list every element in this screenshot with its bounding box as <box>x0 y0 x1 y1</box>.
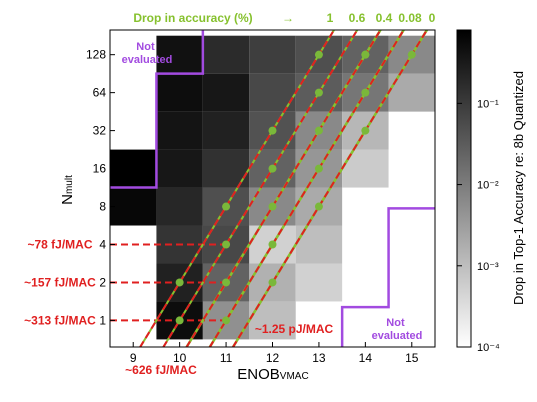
colorbar-tick-label: 10⁻⁴ <box>477 342 500 354</box>
iso-accuracy-point <box>314 50 323 59</box>
y-tick-label: 128 <box>86 48 106 62</box>
energy-label-626: ~626 fJ/MAC <box>125 363 197 377</box>
y-tick-label: 64 <box>93 86 107 100</box>
y-axis-label: Nmult <box>59 175 76 205</box>
x-axis-label: ENOBVMAC <box>237 366 308 383</box>
energy-label: ~157 fJ/MAC <box>24 275 96 289</box>
iso-accuracy-point <box>361 88 370 97</box>
heatmap-cell <box>110 149 157 188</box>
x-axis-ticks: 9 10 11 12 13 14 15 <box>130 342 419 365</box>
y-tick-label: 16 <box>93 162 107 176</box>
iso-accuracy-point <box>222 278 231 287</box>
accuracy-header-value: 0.4 <box>376 11 393 25</box>
iso-accuracy-point <box>222 240 231 249</box>
accuracy-header-arrow: → <box>282 11 294 25</box>
energy-label-1.25: ~1.25 pJ/MAC <box>255 322 334 336</box>
iso-accuracy-point <box>314 126 323 135</box>
x-tick-label: 14 <box>359 351 373 365</box>
heatmap-cell <box>249 35 296 74</box>
iso-accuracy-point <box>314 88 323 97</box>
iso-accuracy-point <box>268 126 277 135</box>
colorbar-tick-label: 10⁻² <box>477 180 499 192</box>
accuracy-header-value: 0.6 <box>349 11 366 25</box>
iso-accuracy-point <box>268 278 277 287</box>
iso-accuracy-point <box>222 202 231 211</box>
accuracy-header-title: Drop in accuracy (%) <box>133 11 252 25</box>
x-tick-label: 9 <box>130 351 137 365</box>
not-evaluated-top-border <box>110 30 205 189</box>
iso-accuracy-point <box>407 50 416 59</box>
iso-accuracy-point <box>175 316 184 325</box>
x-tick-label: 13 <box>312 351 326 365</box>
not-evaluated-bottom-label: Not evaluated <box>372 317 423 342</box>
colorbar-gradient <box>456 29 472 348</box>
not-evaluated-top-label: Not evaluated <box>122 41 173 66</box>
y-tick-label: 1 <box>99 313 106 327</box>
heatmap-cell <box>156 187 203 226</box>
iso-accuracy-point <box>222 316 231 325</box>
x-tick-label: 15 <box>405 351 419 365</box>
iso-accuracy-point <box>268 202 277 211</box>
energy-lines <box>110 243 227 322</box>
y-tick-label: 2 <box>99 275 106 289</box>
heatmap-cell <box>156 73 203 112</box>
heatmap-cell <box>156 111 203 150</box>
colorbar-tick-label: 10⁻³ <box>477 261 499 273</box>
y-tick-label: 8 <box>99 200 106 214</box>
accuracy-header-value: 0 <box>429 11 436 25</box>
colorbar-tick-label: 10⁻¹ <box>477 98 499 110</box>
iso-accuracy-point <box>314 164 323 173</box>
heatmap-cell <box>156 35 203 74</box>
accuracy-header-value: 1 <box>327 11 334 25</box>
iso-accuracy-point <box>361 126 370 135</box>
iso-accuracy-point <box>268 164 277 173</box>
colorbar: 10⁻¹ 10⁻² 10⁻³ 10⁻⁴ Drop in Top-1 Accuracy … <box>456 29 526 354</box>
not-evaluated-regions <box>110 30 435 347</box>
iso-accuracy-point <box>268 240 277 249</box>
colorbar-label: Drop in Top-1 Accuracy re: 8b Quantized <box>511 71 526 305</box>
x-tick-label: 12 <box>266 351 280 365</box>
not-evaluated-bottom-border <box>340 207 435 347</box>
colorbar-ticks: 10⁻¹ 10⁻² 10⁻³ 10⁻⁴ <box>457 98 500 354</box>
y-tick-label: 4 <box>99 237 106 251</box>
energy-label: ~78 fJ/MAC <box>27 237 92 251</box>
heatmap-cell <box>156 149 203 188</box>
y-tick-label: 32 <box>93 124 107 138</box>
accuracy-header-values: 1 0.6 0.4 0.08 0 <box>327 11 436 25</box>
x-tick-label: 11 <box>220 351 233 365</box>
heatmap-cell <box>295 263 343 302</box>
energy-label: ~313 fJ/MAC <box>24 313 96 327</box>
iso-accuracy-lines <box>139 30 429 347</box>
heatmap-cell <box>202 73 250 112</box>
heatmap-cell <box>110 187 157 226</box>
iso-accuracy-point <box>361 50 370 59</box>
iso-accuracy-point <box>314 202 323 211</box>
accuracy-header: Drop in accuracy (%) → 1 0.6 0.4 0.08 0 <box>133 11 435 25</box>
energy-labels: ~78 fJ/MAC ~157 fJ/MAC ~313 fJ/MAC <box>24 237 96 327</box>
heatmap-cell <box>202 35 250 74</box>
heatmap-cell <box>202 111 250 150</box>
iso-accuracy-point <box>175 278 184 287</box>
y-axis-ticks: 1 2 4 8 16 32 64 128 <box>86 48 115 327</box>
accuracy-header-value: 0.08 <box>398 11 422 25</box>
x-tick-label: 10 <box>173 351 187 365</box>
